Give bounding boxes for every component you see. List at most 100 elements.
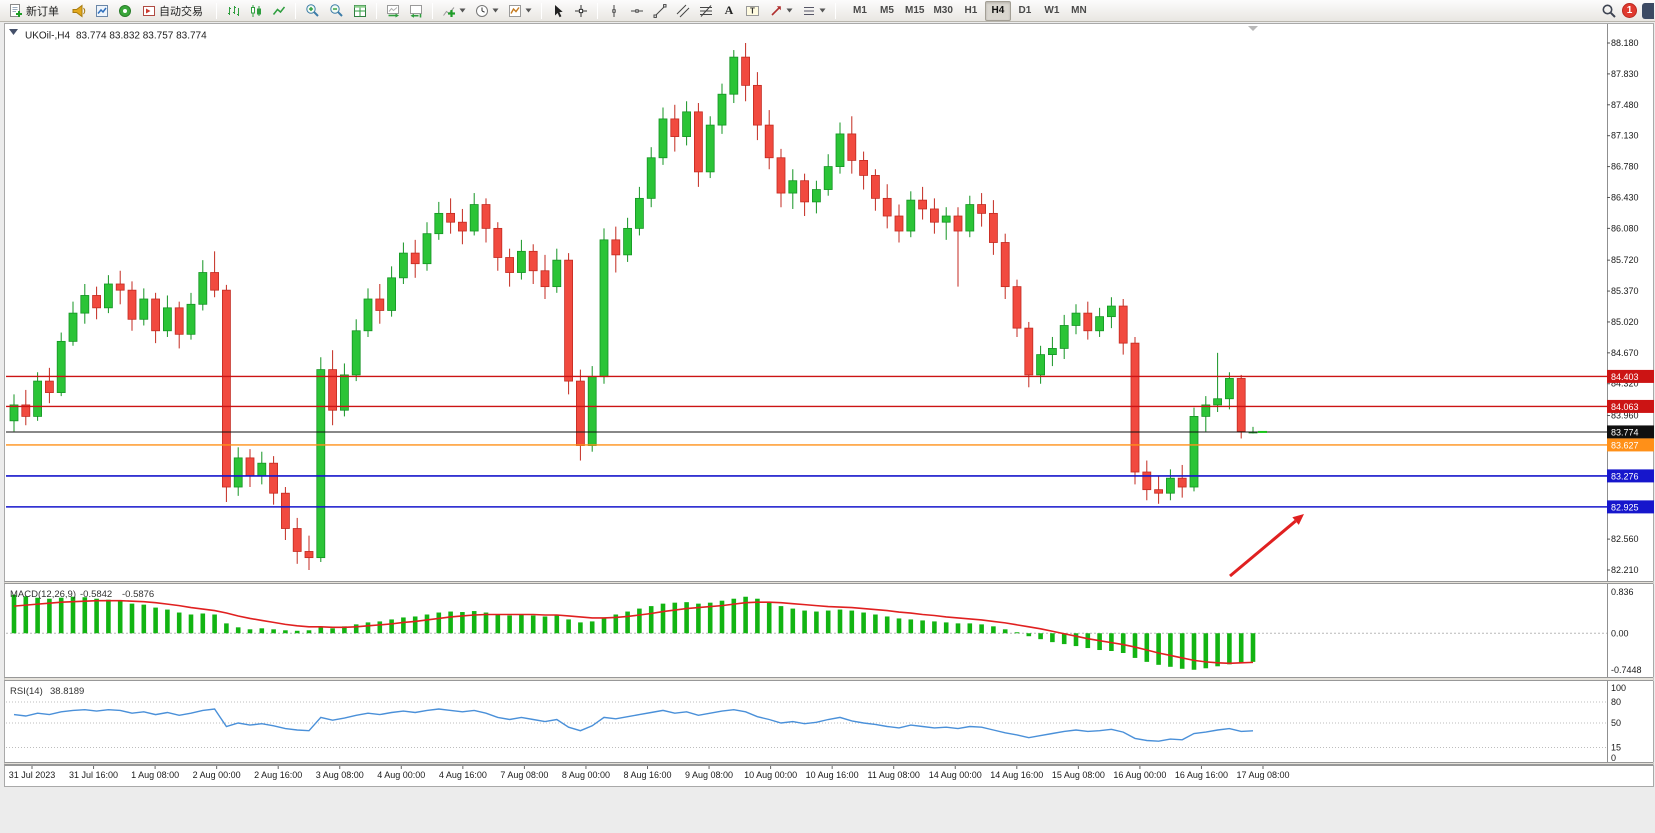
channel-tool-button[interactable] bbox=[672, 1, 694, 21]
objects-list-button[interactable] bbox=[798, 1, 830, 21]
candle bbox=[694, 111, 703, 173]
vertical-line-tool-button[interactable] bbox=[603, 1, 625, 21]
macd-value-signal: -0.5876 bbox=[122, 589, 154, 600]
price-tick-label: 86.430 bbox=[1611, 192, 1639, 202]
quotes-button[interactable] bbox=[91, 1, 113, 21]
chart-plot-area[interactable] bbox=[4, 23, 1654, 787]
text-label-tool-button[interactable]: T bbox=[741, 1, 764, 21]
candle bbox=[1177, 477, 1187, 488]
candle bbox=[139, 298, 149, 320]
add-indicator-icon bbox=[443, 6, 455, 17]
chevron-down-icon bbox=[492, 8, 499, 13]
crosshair-icon bbox=[575, 4, 587, 17]
candle bbox=[151, 298, 161, 332]
candlestick-icon bbox=[251, 4, 261, 17]
time-tick-label: 9 Aug 08:00 bbox=[685, 770, 733, 780]
candle bbox=[871, 175, 880, 199]
candle bbox=[1130, 342, 1140, 473]
tile-windows-button[interactable] bbox=[349, 1, 371, 21]
price-tick-label: 86.780 bbox=[1611, 162, 1639, 172]
candle bbox=[398, 252, 408, 279]
time-tick-label: 14 Aug 16:00 bbox=[990, 770, 1043, 780]
pane-splitter[interactable] bbox=[4, 581, 1654, 584]
timeframe-button-d1[interactable]: D1 bbox=[1012, 1, 1038, 21]
fibonacci-tool-button[interactable] bbox=[695, 1, 717, 21]
auto-scroll-button[interactable] bbox=[382, 1, 404, 21]
horizontal-line-tool-button[interactable] bbox=[626, 1, 648, 21]
toolbar-right-group: 1 bbox=[1601, 2, 1654, 19]
chart-shift-button[interactable] bbox=[405, 1, 427, 21]
candle bbox=[670, 118, 680, 137]
new-order-button[interactable]: 新订单 bbox=[3, 1, 67, 21]
time-tick-label: 3 Aug 08:00 bbox=[316, 770, 364, 780]
candle bbox=[1189, 416, 1199, 488]
price-badge-label: 82.925 bbox=[1611, 502, 1639, 512]
candle bbox=[882, 197, 892, 217]
candle bbox=[221, 289, 231, 488]
templates-button[interactable] bbox=[504, 1, 536, 21]
pane-splitter[interactable] bbox=[4, 677, 1654, 681]
candle bbox=[1000, 242, 1010, 288]
toolbar-separator bbox=[216, 2, 217, 19]
timeframe-button-m5[interactable]: M5 bbox=[874, 1, 900, 21]
navigator-button[interactable] bbox=[114, 1, 136, 21]
alerts-button[interactable] bbox=[68, 1, 90, 21]
pane-splitter[interactable] bbox=[4, 762, 1654, 765]
zoom-in-icon bbox=[306, 4, 319, 17]
timeframe-button-h4[interactable]: H4 bbox=[984, 0, 1011, 21]
candle bbox=[1225, 378, 1234, 400]
trendline-tool-button[interactable] bbox=[649, 1, 671, 21]
price-tick-label: 82.210 bbox=[1611, 565, 1639, 575]
crosshair-tool-button[interactable] bbox=[570, 1, 592, 21]
periods-button[interactable] bbox=[471, 1, 503, 21]
horizontal-line-icon bbox=[631, 8, 643, 13]
horn-icon bbox=[72, 4, 86, 17]
candle bbox=[245, 457, 255, 476]
cursor-tool-button[interactable] bbox=[547, 1, 569, 21]
timeframe-button-h1[interactable]: H1 bbox=[958, 1, 984, 21]
candle bbox=[989, 212, 998, 243]
candle bbox=[210, 272, 220, 291]
arrow-object-icon bbox=[771, 5, 781, 16]
arrows-tool-button[interactable] bbox=[765, 1, 797, 21]
candlestick-mode-button[interactable] bbox=[245, 1, 267, 21]
timeframe-button-w1[interactable]: W1 bbox=[1039, 1, 1065, 21]
candle bbox=[1236, 378, 1246, 432]
notification-badge[interactable]: 1 bbox=[1622, 3, 1637, 18]
toolbar-separator bbox=[376, 2, 377, 19]
line-chart-mode-button[interactable] bbox=[268, 1, 290, 21]
time-tick-label: 17 Aug 08:00 bbox=[1236, 770, 1289, 780]
timeframe-button-m15[interactable]: M15 bbox=[901, 1, 928, 21]
clock-icon bbox=[476, 4, 488, 17]
autotrading-button[interactable]: 自动交易 bbox=[137, 1, 211, 21]
zoom-in-button[interactable] bbox=[301, 1, 324, 21]
bar-chart-mode-button[interactable] bbox=[222, 1, 244, 21]
candle bbox=[1036, 354, 1045, 376]
candle bbox=[280, 492, 290, 529]
timeframe-button-mn[interactable]: MN bbox=[1066, 1, 1092, 21]
symbol-dropdown-icon[interactable] bbox=[9, 29, 18, 35]
time-tick-label: 4 Aug 00:00 bbox=[377, 770, 425, 780]
candle bbox=[104, 283, 113, 309]
time-tick-label: 11 Aug 08:00 bbox=[868, 770, 920, 780]
chart-shift-icon bbox=[410, 4, 422, 18]
time-tick-label: 10 Aug 00:00 bbox=[744, 770, 797, 780]
candle bbox=[127, 289, 137, 320]
trend-arrow-annotation[interactable] bbox=[1229, 519, 1297, 578]
candle bbox=[941, 215, 951, 223]
price-badge-label: 84.063 bbox=[1611, 402, 1639, 412]
account-icon[interactable] bbox=[1642, 2, 1654, 19]
timeframe-button-m1[interactable]: M1 bbox=[847, 1, 873, 21]
zoom-out-button[interactable] bbox=[325, 1, 348, 21]
timeframe-button-m30[interactable]: M30 bbox=[929, 1, 956, 21]
candle bbox=[56, 340, 66, 393]
search-icon[interactable] bbox=[1601, 3, 1617, 19]
text-tool-button[interactable]: A bbox=[718, 1, 740, 21]
toolbar-separator bbox=[295, 2, 296, 19]
candle bbox=[894, 215, 904, 232]
candle bbox=[1118, 305, 1128, 344]
chart-shift-marker[interactable] bbox=[1248, 26, 1258, 31]
indicators-button[interactable] bbox=[438, 1, 470, 21]
chart-window: 88.180 87.830 87.480 87.130 86.780 86.430 86.0… bbox=[4, 23, 1654, 787]
candle bbox=[292, 528, 302, 552]
